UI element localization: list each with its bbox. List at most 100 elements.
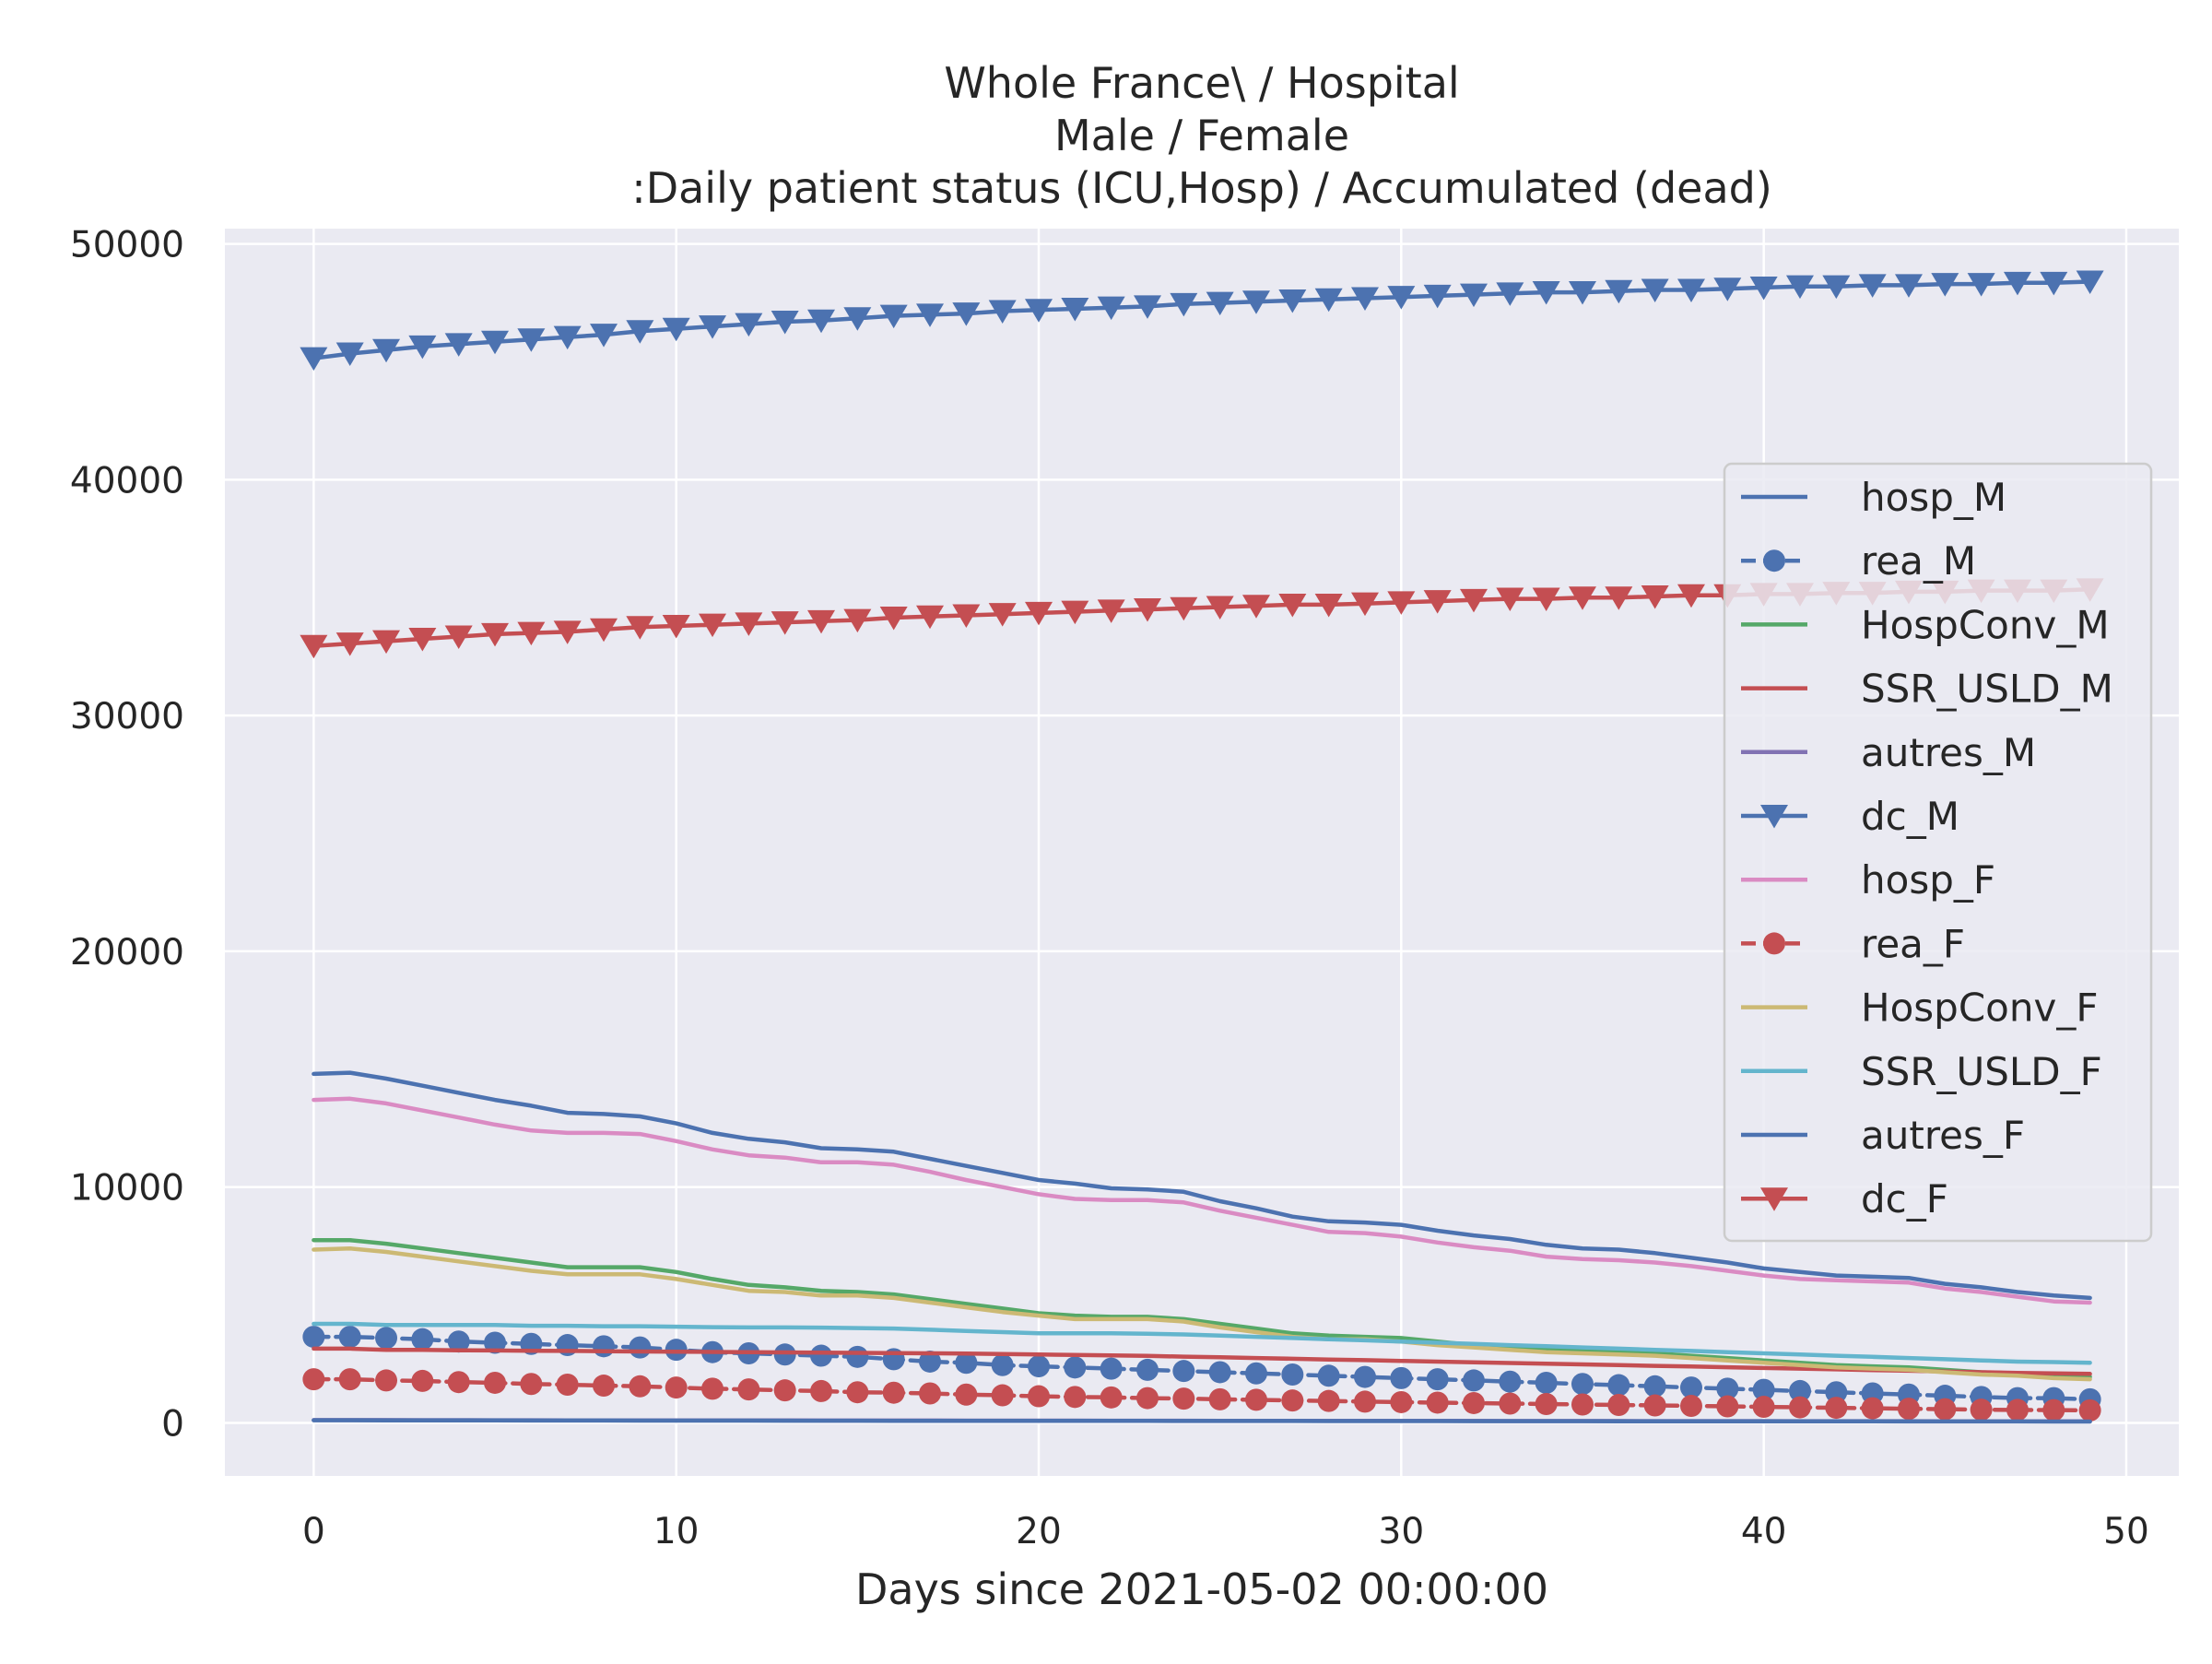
point-dc-f xyxy=(988,603,1017,627)
chart-title: Whole France\ / Hospital Male / Female :… xyxy=(631,58,1772,213)
point-rea-f xyxy=(737,1378,760,1401)
point-dc-m xyxy=(952,302,981,326)
point-rea-m xyxy=(1426,1368,1449,1391)
point-rea-f xyxy=(1970,1398,1993,1422)
point-rea-m xyxy=(846,1345,869,1368)
x-tick-label: 0 xyxy=(302,1511,325,1552)
point-dc-f xyxy=(335,632,364,656)
point-dc-m xyxy=(1278,289,1307,313)
point-dc-m xyxy=(626,320,654,344)
point-dc-f xyxy=(771,611,799,635)
point-dc-f xyxy=(1241,595,1270,619)
point-rea-m xyxy=(1028,1355,1051,1378)
point-dc-f xyxy=(1496,587,1524,612)
point-dc-f xyxy=(916,605,945,630)
point-rea-f xyxy=(1788,1396,1811,1419)
point-dc-f xyxy=(1387,591,1416,615)
y-tick-label: 30000 xyxy=(70,696,184,738)
point-rea-f xyxy=(1244,1388,1267,1411)
point-rea-f xyxy=(484,1371,507,1394)
point-rea-m xyxy=(338,1326,361,1349)
point-rea-f xyxy=(2078,1398,2101,1422)
point-dc-f xyxy=(372,630,401,655)
point-rea-f xyxy=(1136,1387,1159,1410)
point-dc-m xyxy=(2076,270,2104,295)
y-tick-label: 20000 xyxy=(70,932,184,974)
point-dc-m xyxy=(1749,276,1778,301)
point-dc-m xyxy=(1387,286,1416,310)
point-dc-m xyxy=(1931,273,1959,297)
point-dc-m xyxy=(1496,282,1524,306)
chart-title-line-3: :Daily patient status (ICU,Hosp) / Accum… xyxy=(631,163,1772,213)
point-rea-m xyxy=(1788,1379,1811,1402)
x-tick-label: 50 xyxy=(2103,1511,2149,1552)
series-autres-f xyxy=(312,1418,2092,1424)
point-rea-m xyxy=(629,1336,652,1359)
point-dc-f xyxy=(1134,598,1162,622)
point-rea-m xyxy=(593,1335,616,1358)
point-dc-f xyxy=(1641,584,1669,609)
point-rea-f xyxy=(991,1384,1014,1407)
point-dc-m xyxy=(1785,275,1814,300)
legend-marker xyxy=(1763,932,1785,955)
x-tick-label: 20 xyxy=(1016,1511,1062,1552)
point-rea-f xyxy=(1897,1398,1920,1421)
point-dc-f xyxy=(952,604,981,628)
series-line-hospconv-m xyxy=(312,1237,2092,1379)
point-dc-m xyxy=(1170,292,1198,317)
point-rea-m xyxy=(1679,1376,1702,1399)
x-tick-label: 30 xyxy=(1379,1511,1425,1552)
x-tick-label: 10 xyxy=(653,1511,700,1552)
point-rea-f xyxy=(447,1371,470,1394)
point-rea-m xyxy=(1208,1361,1231,1384)
series-hosp-m xyxy=(312,1070,2092,1301)
legend-label: SSR_USLD_M xyxy=(1861,667,2113,712)
legend-label: rea_M xyxy=(1861,538,1976,584)
series-dc-m xyxy=(300,270,2104,372)
point-rea-f xyxy=(919,1382,942,1405)
point-rea-f xyxy=(1716,1395,1739,1418)
point-rea-m xyxy=(1643,1375,1666,1398)
point-rea-m xyxy=(1136,1358,1159,1381)
point-rea-m xyxy=(447,1330,470,1353)
legend-marker xyxy=(1760,1187,1788,1211)
point-rea-m xyxy=(1390,1366,1413,1389)
point-dc-f xyxy=(1423,590,1452,614)
point-rea-f xyxy=(1934,1398,1957,1421)
point-rea-f xyxy=(375,1369,398,1392)
chart-title-line-2: Male / Female xyxy=(1054,111,1349,160)
point-rea-f xyxy=(1499,1392,1522,1415)
point-rea-f xyxy=(1571,1393,1594,1416)
point-dc-f xyxy=(300,634,328,659)
point-dc-m xyxy=(843,307,872,331)
point-dc-m xyxy=(1206,291,1234,316)
point-dc-f xyxy=(481,622,510,647)
point-rea-m xyxy=(1100,1357,1123,1380)
x-tick-label: 40 xyxy=(1741,1511,1787,1552)
legend-item-hosp-m: hosp_M xyxy=(1741,475,2006,520)
point-dc-m xyxy=(1894,274,1923,298)
point-rea-f xyxy=(1426,1391,1449,1414)
point-dc-f xyxy=(1097,599,1125,623)
point-dc-f xyxy=(626,616,654,640)
point-rea-m xyxy=(1317,1364,1340,1387)
legend-marker xyxy=(1760,805,1788,829)
point-rea-m xyxy=(302,1326,325,1349)
point-dc-f xyxy=(1061,600,1089,625)
point-rea-f xyxy=(302,1368,325,1391)
point-rea-f xyxy=(1390,1390,1413,1413)
point-rea-m xyxy=(1607,1374,1630,1397)
legend-label: HospConv_M xyxy=(1861,602,2110,647)
point-rea-f xyxy=(1861,1397,1884,1420)
point-dc-f xyxy=(408,628,437,652)
point-dc-m xyxy=(444,333,473,357)
point-dc-m xyxy=(988,300,1017,325)
point-rea-m xyxy=(919,1350,942,1373)
point-rea-m xyxy=(955,1351,978,1375)
point-dc-f xyxy=(662,614,690,639)
legend-item-ssr-usld-f: SSR_USLD_F xyxy=(1741,1049,2102,1094)
point-dc-m xyxy=(1641,278,1669,302)
point-dc-m xyxy=(1532,281,1560,305)
point-rea-f xyxy=(773,1379,796,1402)
point-dc-m xyxy=(335,342,364,367)
